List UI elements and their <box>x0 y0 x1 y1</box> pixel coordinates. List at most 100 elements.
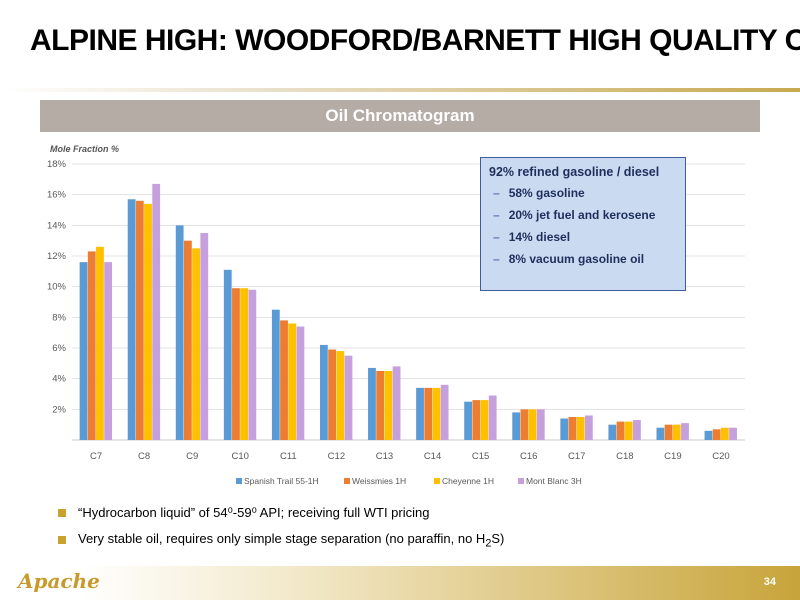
x-tick-label: C13 <box>376 451 393 462</box>
bar-cheyenne-1h <box>288 323 297 440</box>
x-tick-label: C14 <box>424 451 441 462</box>
oil-chromatogram-chart: Mole Fraction % 2% 4% 6% 8% 10% 12% 14% 16% 18% C7… <box>47 144 745 486</box>
bar-spanish-trail-55-1h <box>512 412 521 440</box>
x-tick-label: C17 <box>568 451 585 462</box>
bar-mont-blanc-3h <box>152 183 161 440</box>
bar-spanish-trail-55-1h <box>608 424 617 440</box>
bar-mont-blanc-3h <box>344 355 353 440</box>
bar-spanish-trail-55-1h <box>704 430 713 440</box>
callout-item: –20% jet fuel and kerosene <box>493 208 656 222</box>
bullet-text: Very stable oil, requires only simple st… <box>78 531 505 550</box>
y-tick-label: 12% <box>47 251 67 262</box>
apache-logo: Apache <box>18 569 100 593</box>
bar-spanish-trail-55-1h <box>319 344 328 440</box>
bar-weissmies-1h <box>280 320 288 440</box>
callout-heading: 92% refined gasoline / diesel <box>489 165 660 179</box>
x-tick-label: C7 <box>90 451 102 462</box>
x-tick-label: C11 <box>280 451 297 462</box>
callout-item: –58% gasoline <box>493 186 585 200</box>
x-tick-label: C10 <box>232 451 249 462</box>
bar-weissmies-1h <box>87 251 96 440</box>
bar-spanish-trail-55-1h <box>127 199 136 440</box>
bar-spanish-trail-55-1h <box>416 387 424 440</box>
bar-weissmies-1h <box>232 288 240 440</box>
callout-item: –8% vacuum gasoline oil <box>493 252 645 266</box>
bar-spanish-trail-55-1h <box>175 225 184 440</box>
bar-weissmies-1h <box>183 240 192 440</box>
footer-bar <box>0 566 800 600</box>
bar-cheyenne-1h <box>336 351 345 440</box>
bar-cheyenne-1h <box>432 387 441 440</box>
bar-mont-blanc-3h <box>248 289 257 440</box>
bar-weissmies-1h <box>472 400 481 440</box>
bar-cheyenne-1h <box>240 288 249 440</box>
legend-swatch <box>518 478 524 484</box>
page-number: 34 <box>763 576 776 588</box>
bar-cheyenne-1h <box>96 246 104 440</box>
bullet-item: “Hydrocarbon liquid” of 54⁰-59⁰ API; rec… <box>58 505 504 521</box>
bullet-square-icon <box>58 509 66 517</box>
bar-mont-blanc-3h <box>392 366 401 440</box>
y-tick-label: 14% <box>47 220 67 231</box>
bar-weissmies-1h <box>424 387 433 440</box>
bar-spanish-trail-55-1h <box>464 401 473 440</box>
bullet-item: Very stable oil, requires only simple st… <box>58 531 504 550</box>
bar-spanish-trail-55-1h <box>368 367 376 440</box>
x-tick-label: C18 <box>616 451 633 462</box>
x-tick-label: C9 <box>186 451 198 462</box>
y-tick-label: 6% <box>52 343 66 354</box>
y-axis-label: Mole Fraction % <box>50 144 119 154</box>
bar-spanish-trail-55-1h <box>560 418 569 440</box>
bullet-square-icon <box>58 536 66 545</box>
bar-cheyenne-1h <box>480 400 489 440</box>
bar-mont-blanc-3h <box>488 395 497 440</box>
bar-mont-blanc-3h <box>681 423 689 440</box>
y-tick-label: 18% <box>47 159 67 170</box>
y-tick-label: 2% <box>52 404 66 415</box>
bar-cheyenne-1h <box>672 424 681 440</box>
bar-weissmies-1h <box>376 371 385 440</box>
bar-spanish-trail-55-1h <box>79 262 88 440</box>
title-divider <box>0 88 800 92</box>
bar-cheyenne-1h <box>384 371 393 440</box>
bar-mont-blanc-3h <box>440 384 449 440</box>
page-title: ALPINE HIGH: WOODFORD/BARNETT HIGH QUALI… <box>30 24 800 57</box>
callout-item: –14% diesel <box>493 230 571 244</box>
composition-callout: 92% refined gasoline / diesel –58% gasol… <box>480 157 686 291</box>
bar-mont-blanc-3h <box>536 409 545 440</box>
legend-label: Mont Blanc 3H <box>526 476 582 486</box>
bullet-list: “Hydrocarbon liquid” of 54⁰-59⁰ API; rec… <box>58 505 504 560</box>
y-tick-label: 16% <box>47 190 67 201</box>
bar-spanish-trail-55-1h <box>271 309 280 440</box>
bar-mont-blanc-3h <box>104 262 113 440</box>
bar-spanish-trail-55-1h <box>223 269 232 440</box>
chart-banner: Oil Chromatogram <box>40 100 760 132</box>
bar-cheyenne-1h <box>624 421 633 440</box>
y-tick-label: 10% <box>47 282 67 293</box>
legend-label: Cheyenne 1H <box>442 476 494 486</box>
legend-label: Weissmies 1H <box>352 476 406 486</box>
x-tick-label: C12 <box>328 451 345 462</box>
x-tick-label: C20 <box>712 451 729 462</box>
bar-cheyenne-1h <box>528 409 537 440</box>
bar-weissmies-1h <box>712 429 721 440</box>
x-tick-label: C19 <box>664 451 681 462</box>
y-tick-label: 4% <box>52 374 66 385</box>
bar-spanish-trail-55-1h <box>656 427 665 440</box>
x-tick-label: C15 <box>472 451 489 462</box>
bar-cheyenne-1h <box>192 248 200 440</box>
bar-weissmies-1h <box>616 421 625 440</box>
bar-weissmies-1h <box>520 409 529 440</box>
bar-mont-blanc-3h <box>200 233 209 440</box>
bar-cheyenne-1h <box>720 427 729 440</box>
bar-mont-blanc-3h <box>633 420 641 440</box>
legend-label: Spanish Trail 55-1H <box>244 476 319 486</box>
bar-mont-blanc-3h <box>729 427 737 440</box>
y-tick-label: 8% <box>52 312 66 323</box>
bullet-text: “Hydrocarbon liquid” of 54⁰-59⁰ API; rec… <box>78 505 430 520</box>
legend-swatch <box>434 478 440 484</box>
bar-cheyenne-1h <box>576 417 585 440</box>
legend-swatch <box>344 478 350 484</box>
x-tick-label: C16 <box>520 451 537 462</box>
bar-cheyenne-1h <box>144 203 152 440</box>
